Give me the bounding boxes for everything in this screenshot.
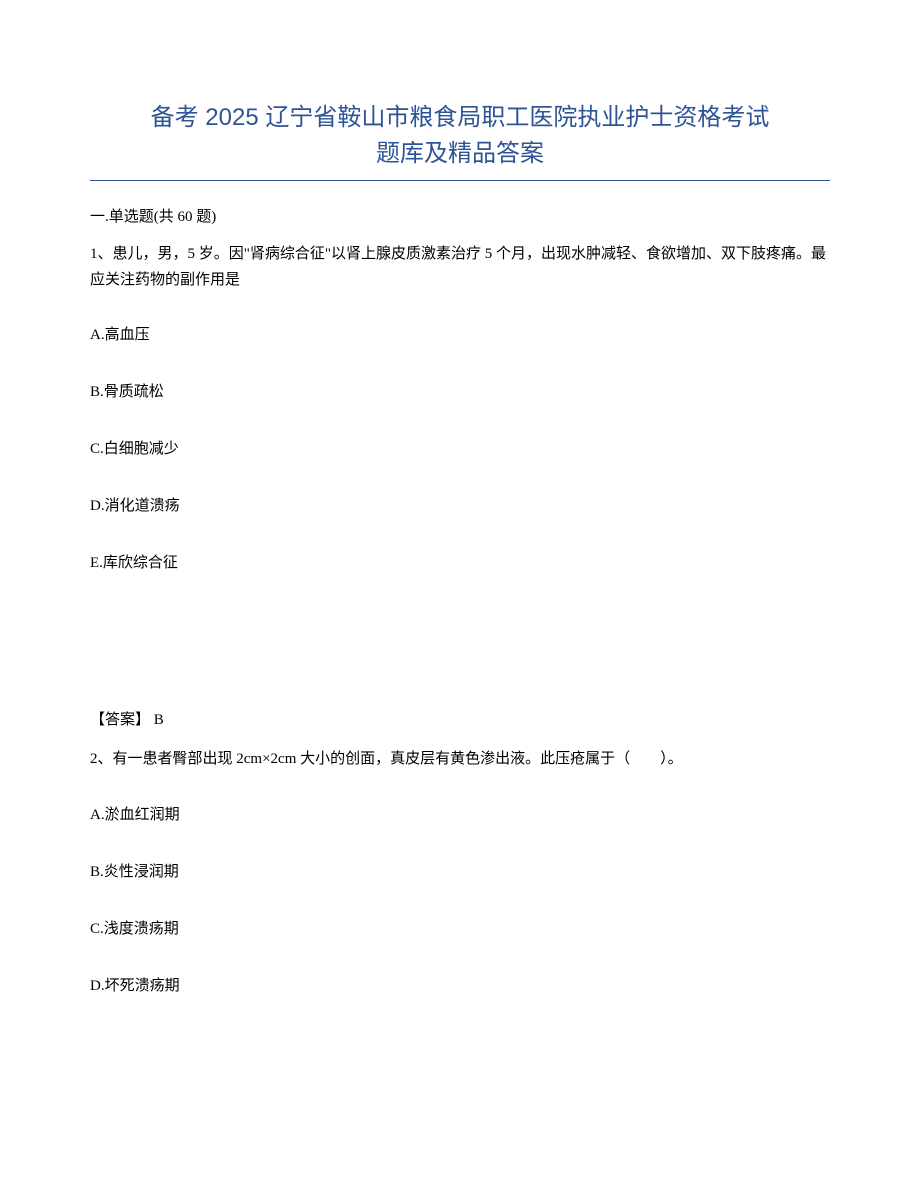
question-1-stem: 1、患儿，男，5 岁。因"肾病综合征"以肾上腺皮质激素治疗 5 个月，出现水肿减… bbox=[90, 242, 830, 293]
document-title: 备考 2025 辽宁省鞍山市粮食局职工医院执业护士资格考试 题库及精品答案 bbox=[90, 100, 830, 172]
question-1-answer: 【答案】 B bbox=[90, 708, 830, 729]
question-2-stem: 2、有一患者臀部出现 2cm×2cm 大小的创面，真皮层有黄色渗出液。此压疮属于… bbox=[90, 747, 830, 773]
title-underline bbox=[90, 180, 830, 181]
question-2-option-c: C.浅度溃疡期 bbox=[90, 917, 830, 938]
question-1-option-a: A.高血压 bbox=[90, 323, 830, 344]
question-1-option-e: E.库欣综合征 bbox=[90, 551, 830, 572]
question-2-option-b: B.炎性浸润期 bbox=[90, 860, 830, 881]
question-1-option-d: D.消化道溃疡 bbox=[90, 494, 830, 515]
title-line-1: 备考 2025 辽宁省鞍山市粮食局职工医院执业护士资格考试 bbox=[151, 104, 770, 131]
spacer bbox=[90, 608, 830, 658]
question-2-option-a: A.淤血红润期 bbox=[90, 803, 830, 824]
question-2-option-d: D.坏死溃疡期 bbox=[90, 974, 830, 995]
question-1-option-b: B.骨质疏松 bbox=[90, 380, 830, 401]
title-line-2: 题库及精品答案 bbox=[376, 140, 544, 167]
section-header: 一.单选题(共 60 题) bbox=[90, 205, 830, 226]
question-1-option-c: C.白细胞减少 bbox=[90, 437, 830, 458]
